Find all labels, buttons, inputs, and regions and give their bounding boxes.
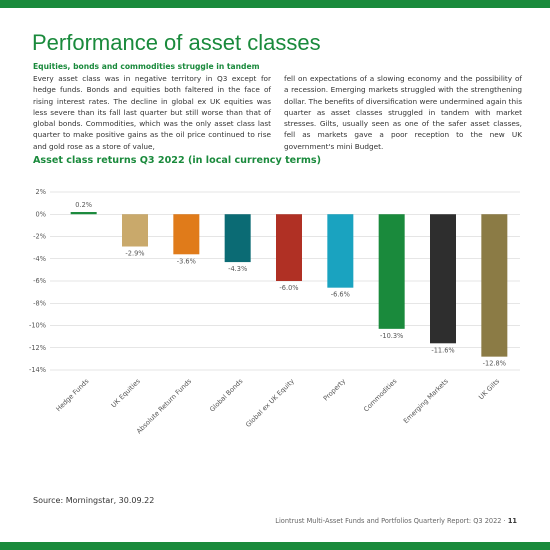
top-bar	[0, 0, 550, 8]
value-label: 0.2%	[75, 201, 92, 209]
y-tick-label: -12%	[29, 344, 46, 352]
page-number: 11	[507, 517, 517, 525]
value-label: -6.0%	[279, 284, 298, 292]
value-label: -10.3%	[380, 332, 403, 340]
x-tick-label: Absolute Return Funds	[135, 377, 194, 436]
x-tick-label: Emerging Markets	[402, 377, 450, 425]
bar	[122, 214, 148, 247]
y-tick-label: 0%	[36, 210, 46, 218]
y-tick-label: 2%	[36, 188, 46, 196]
x-tick-label: Global ex UK Equity	[244, 377, 296, 429]
footer-text: Liontrust Multi-Asset Funds and Portfoli…	[275, 517, 502, 525]
value-label: -12.8%	[483, 360, 506, 368]
x-tick-label: UK Gilts	[477, 377, 501, 401]
chart-title: Asset class returns Q3 2022 (in local cu…	[33, 155, 321, 166]
bar	[481, 214, 508, 357]
subheading: Equities, bonds and commodities struggle…	[33, 62, 260, 71]
footer: Liontrust Multi-Asset Funds and Portfoli…	[275, 517, 517, 525]
source: Source: Morningstar, 30.09.22	[33, 496, 155, 505]
y-tick-label: -4%	[33, 255, 46, 263]
value-label: -11.6%	[431, 346, 454, 354]
value-label: -2.9%	[125, 250, 144, 258]
page-title: Performance of asset classes	[32, 30, 321, 55]
x-tick-label: UK Equities	[110, 377, 143, 410]
value-label: -4.3%	[228, 265, 247, 273]
bar	[70, 212, 97, 215]
bar	[378, 214, 405, 329]
value-label: -3.6%	[177, 257, 196, 265]
value-label: -6.6%	[331, 291, 350, 299]
x-tick-label: Hedge Funds	[54, 377, 90, 413]
y-tick-label: -8%	[33, 299, 46, 307]
bottom-bar	[0, 542, 550, 550]
body-column: Every asset class was in negative territ…	[33, 74, 271, 151]
y-tick-label: -2%	[33, 233, 46, 241]
x-tick-label: Property	[322, 377, 347, 402]
y-tick-label: -14%	[29, 366, 46, 374]
x-tick-label: Global Bonds	[208, 377, 245, 414]
bar	[327, 214, 354, 288]
x-tick-label: Commodities	[362, 377, 399, 414]
bar	[173, 214, 200, 255]
y-tick-label: -6%	[33, 277, 46, 285]
bar	[224, 214, 251, 263]
bar	[430, 214, 456, 344]
y-tick-label: -10%	[29, 322, 46, 330]
body-column: fell on expectations of a slowing econom…	[284, 74, 522, 151]
bar	[276, 214, 302, 281]
separator: ·	[503, 517, 506, 525]
